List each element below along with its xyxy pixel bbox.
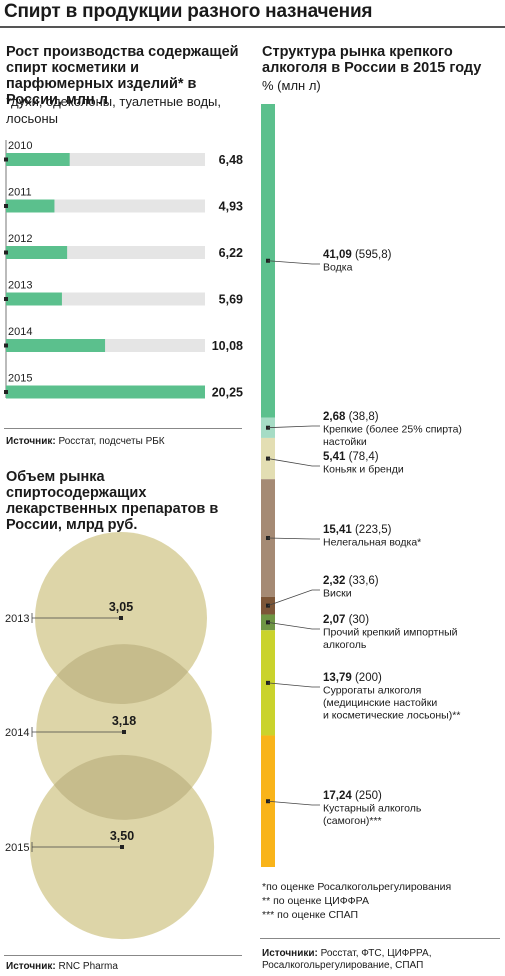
cosmetics-bar [6,292,62,306]
medicines-bubble-overlap [36,644,207,704]
cosmetics-bar [6,246,68,259]
market-source-divider [260,938,500,939]
market-segment-marker [266,535,270,540]
medicines-value-label: 3,50 [110,829,134,843]
market-value-label: 2,32 (33,6) [323,575,379,587]
cosmetics-bar-track [6,199,205,213]
market-segment-label: Водка [323,262,353,274]
market-leader-line [267,260,320,265]
market-leader-line [267,589,320,606]
cosmetics-tick-marker [4,297,8,301]
market-source-label: Источники: [262,948,318,959]
market-source: Источники: Росстат, ФТС, ЦИФРРА, Росалко… [262,948,432,972]
market-leader-line [267,537,320,540]
medicines-source: Источник: RNC Pharma [6,961,118,972]
cosmetics-source-label: Источник: [6,436,56,447]
page-title: Спирт в продукции разного назначения [4,1,373,22]
medicines-heading: Объем рынка спиртосодержащих лекарственн… [6,469,219,533]
market-value-label: 17,24 (250) [323,790,382,802]
market-leader-line [267,425,320,429]
market-segment-label: и косметические лосьоны)** [323,710,460,722]
note-1: *по оценке Росалкогольрегулирования [262,881,452,893]
cosmetics-year-label: 2015 [8,373,32,385]
cosmetics-year-label: 2011 [8,187,32,199]
market-segment-label: Прочий крепкий импортный [323,627,458,639]
medicines-source-divider [4,955,242,956]
market-value-label: 13,79 (200) [323,672,382,684]
market-value-label: 15,41 (223,5) [323,524,392,536]
cosmetics-year-label: 2010 [8,140,32,152]
market-segment-label: Крепкие (более 25% спирта) [323,424,462,436]
cosmetics-source-divider [4,428,242,429]
medicines-point-marker [122,730,126,734]
cosmetics-year-label: 2012 [8,233,32,245]
medicines-bubble-chart: 2013 3,05 2014 3,18 2015 3,50 [5,532,215,940]
cosmetics-value-label: 6,22 [219,246,243,260]
cosmetics-value-label: 4,93 [219,200,243,214]
market-value-label: 2,07 (30) [323,614,369,626]
cosmetics-value-label: 5,69 [219,293,243,307]
market-stacked-bar: 41,09 (595,8)Водка 2,68 (38,8)Крепкие (бо… [261,104,462,867]
market-leader-line [267,458,320,467]
market-leader-line [267,800,320,806]
market-heading: Структура рынка крепкого алкоголя в Росс… [262,44,482,76]
note-3: *** по оценке СПАП [262,909,359,921]
market-notes: *по оценке Росалкогольрегулирования ** п… [262,880,451,922]
cosmetics-tick-marker [4,250,8,255]
medicines-source-label: Источник: [6,961,56,972]
medicines-point-marker [120,845,124,849]
market-segment-label: Суррогаты алкоголя [323,685,421,697]
market-leader-line [267,621,320,630]
cosmetics-value-label: 10,08 [212,339,243,353]
market-value-label: 41,09 (595,8) [323,249,392,261]
cosmetics-bar [6,385,205,399]
medicines-value-label: 3,18 [112,714,136,728]
market-segment-label: (медицинские настойки [323,697,437,709]
cosmetics-tick-marker [4,204,8,208]
cosmetics-heading: Рост производства содержащей спирт косме… [6,44,239,108]
market-value-label: 5,41 (78,4) [323,451,379,463]
cosmetics-source: Источник: Росстат, подсчеты РБК [6,436,165,447]
market-source-text: Росстат, ФТС, ЦИФРРА, [320,948,432,959]
cosmetics-bar [6,199,55,213]
market-unit: % (млн л) [262,78,321,93]
market-source-text-2: Росалкогольрегулирование, СПАП [262,960,424,971]
medicines-value-label: 3,05 [109,600,133,614]
market-segment-label: Кустарный алкоголь [323,803,422,815]
cosmetics-bar [6,153,70,166]
cosmetics-bar-chart: 2010 6,48 2011 4,93 2012 6,22 2013 5,69 2014 10,0… [4,140,243,400]
medicines-point-marker [119,616,123,620]
cosmetics-year-label: 2014 [8,326,32,338]
market-leader-line [267,682,320,688]
medicines-bubble-overlap [36,754,212,820]
medicines-source-text: RNC Pharma [58,961,118,972]
cosmetics-year-label: 2013 [8,280,32,292]
cosmetics-value-label: 20,25 [212,386,243,400]
market-segment-label: (самогон)*** [323,815,382,827]
cosmetics-tick-marker [4,343,8,348]
note-2: ** по оценке ЦИФФРА [262,895,369,907]
market-segment-label: настойки [323,436,367,448]
market-segment-label: алкоголь [323,639,367,651]
medicines-year-label: 2013 [5,613,29,625]
cosmetics-value-label: 6,48 [219,153,243,167]
cosmetics-tick-marker [4,390,8,394]
medicines-year-label: 2014 [5,727,29,739]
top-divider [0,26,505,28]
market-segment-label: Нелегальная водка* [323,537,421,549]
market-segment-label: Коньяк и бренди [323,464,404,476]
market-value-label: 2,68 (38,8) [323,411,379,423]
cosmetics-footnote: *духи, одеколоны, туалетные воды, лосьон… [6,94,222,126]
cosmetics-tick-marker [4,157,8,162]
market-segment-label: Виски [323,588,352,600]
cosmetics-bar [6,339,106,352]
cosmetics-source-text: Росстат, подсчеты РБК [58,436,165,447]
medicines-year-label: 2015 [5,842,29,854]
